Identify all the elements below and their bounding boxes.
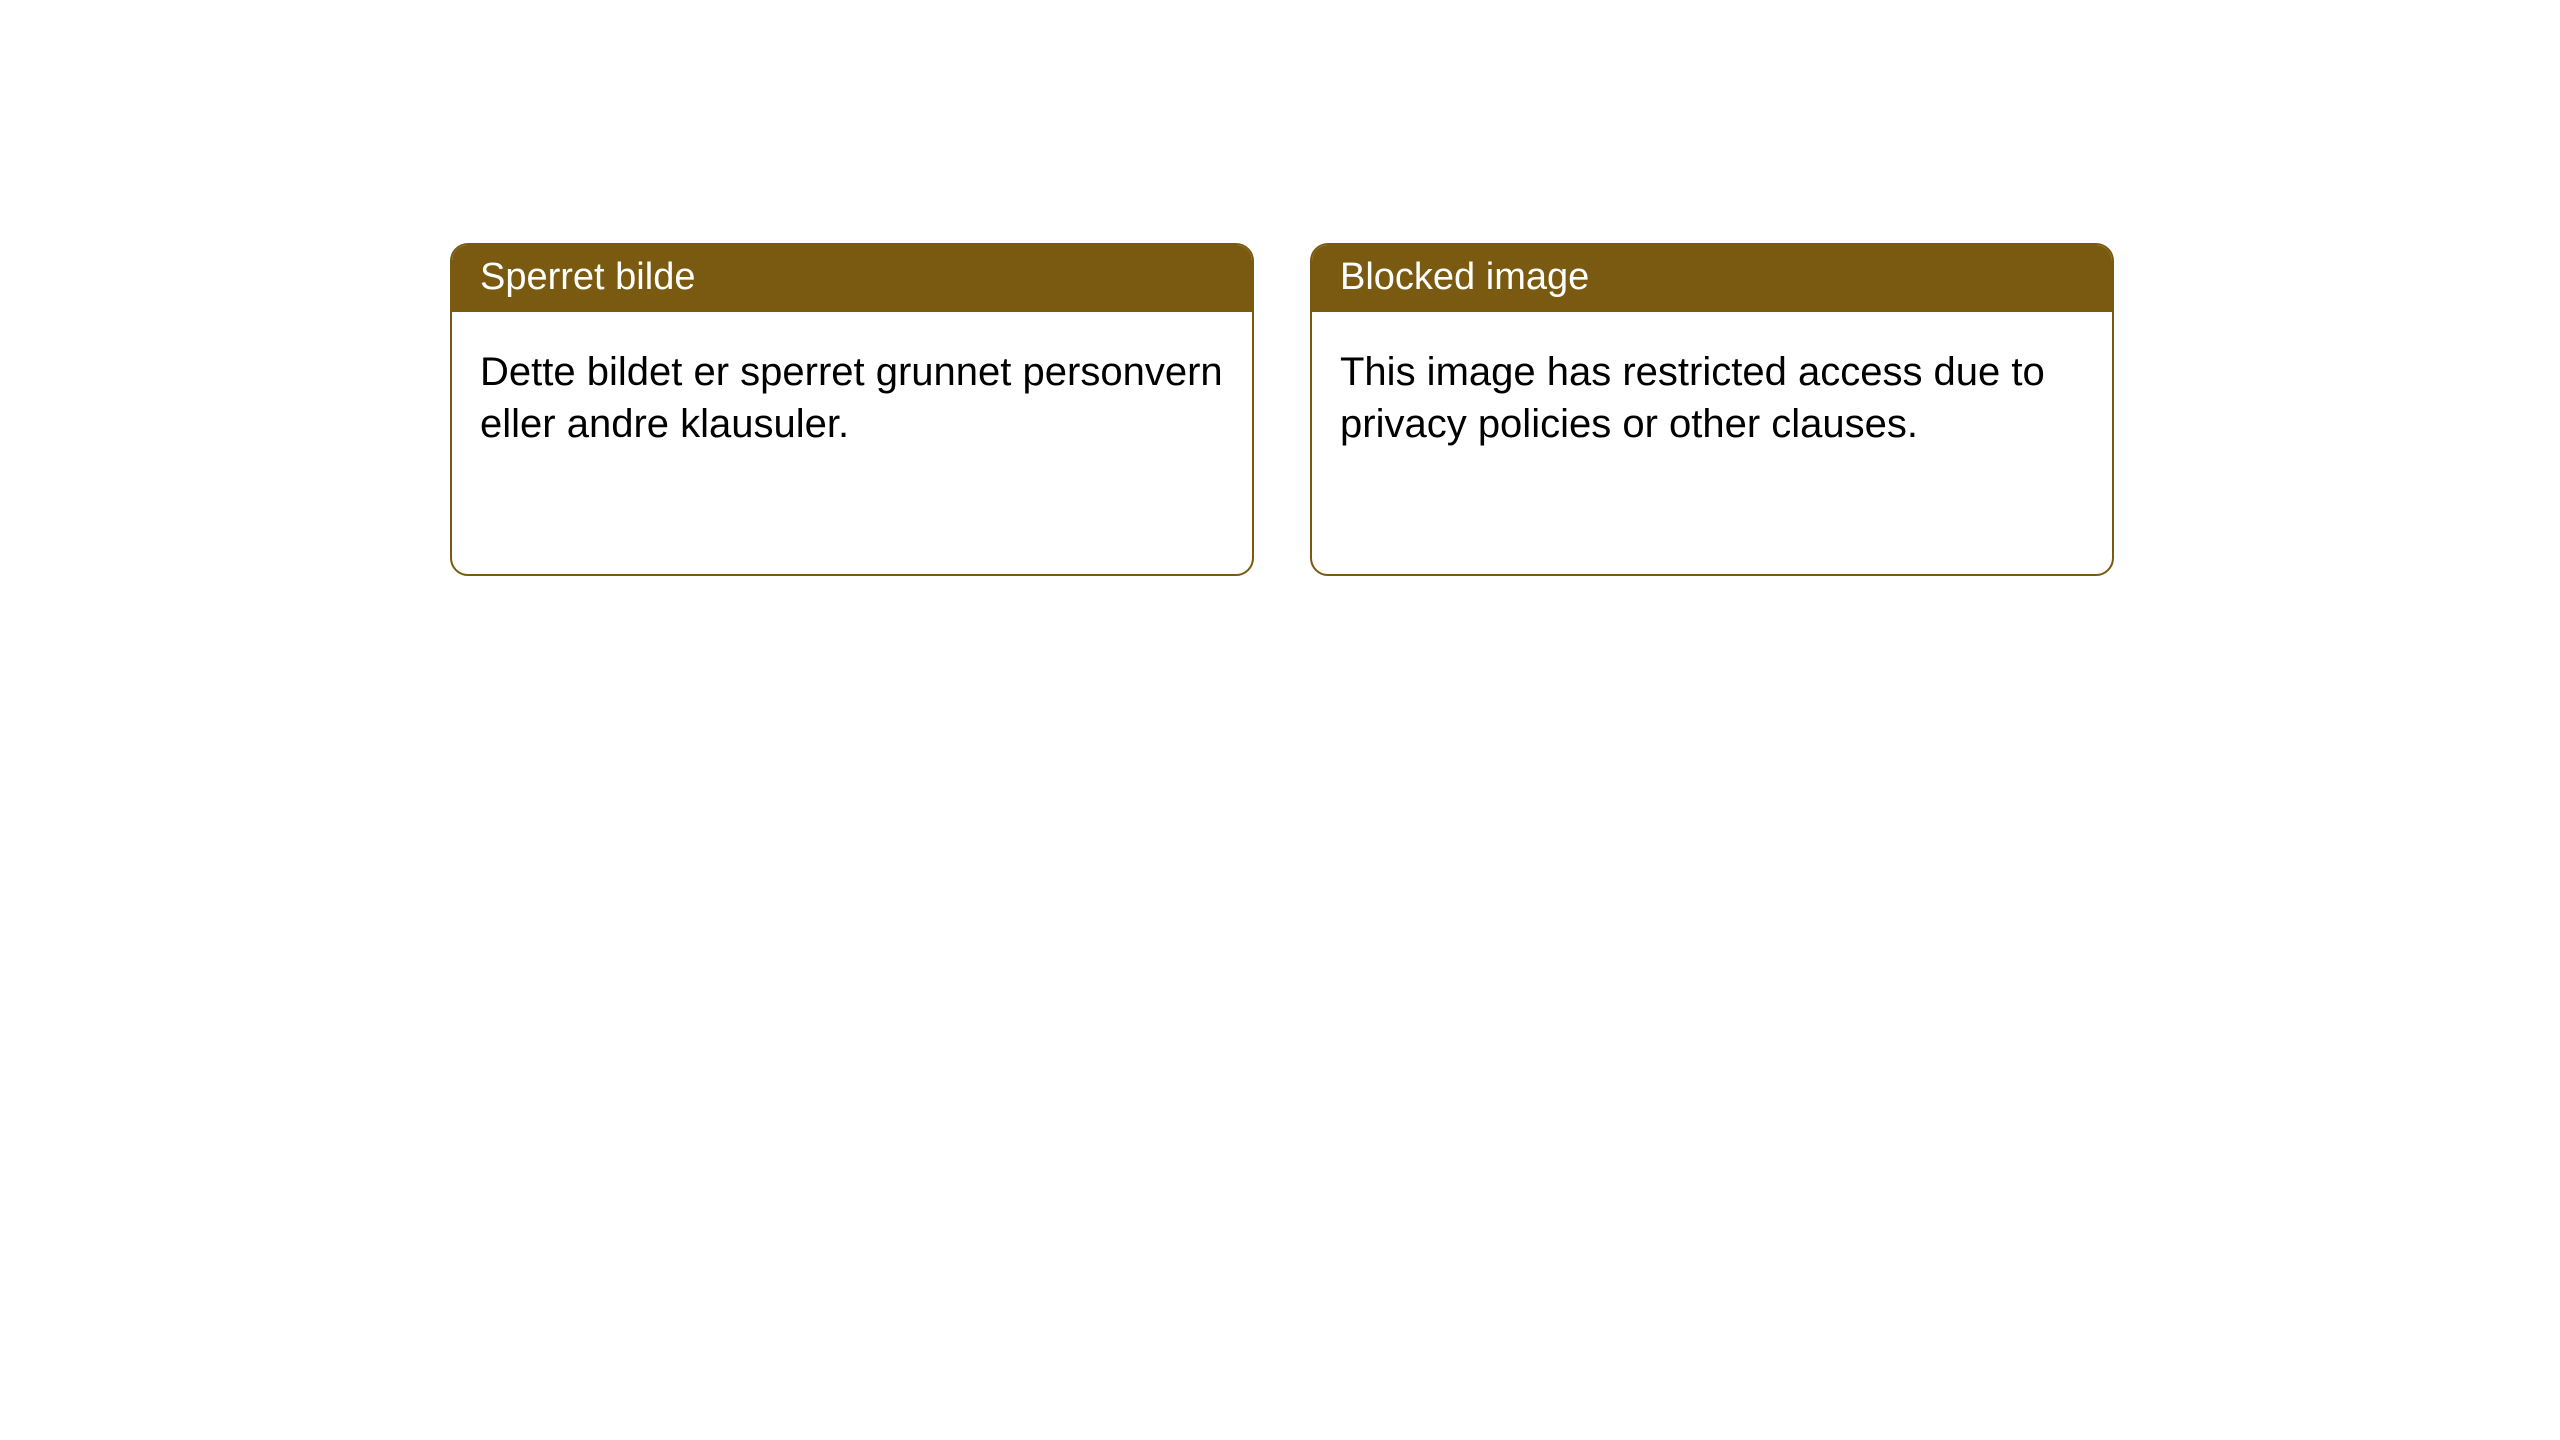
notice-body: This image has restricted access due to …: [1312, 312, 2112, 484]
notice-header: Blocked image: [1312, 245, 2112, 312]
notice-container: Sperret bilde Dette bildet er sperret gr…: [0, 0, 2560, 576]
notice-body-text: Dette bildet er sperret grunnet personve…: [480, 350, 1223, 446]
notice-body-text: This image has restricted access due to …: [1340, 350, 2045, 446]
notice-title: Sperret bilde: [480, 256, 695, 298]
notice-title: Blocked image: [1340, 256, 1589, 298]
notice-body: Dette bildet er sperret grunnet personve…: [452, 312, 1252, 484]
notice-header: Sperret bilde: [452, 245, 1252, 312]
notice-box-norwegian: Sperret bilde Dette bildet er sperret gr…: [450, 243, 1254, 576]
notice-box-english: Blocked image This image has restricted …: [1310, 243, 2114, 576]
